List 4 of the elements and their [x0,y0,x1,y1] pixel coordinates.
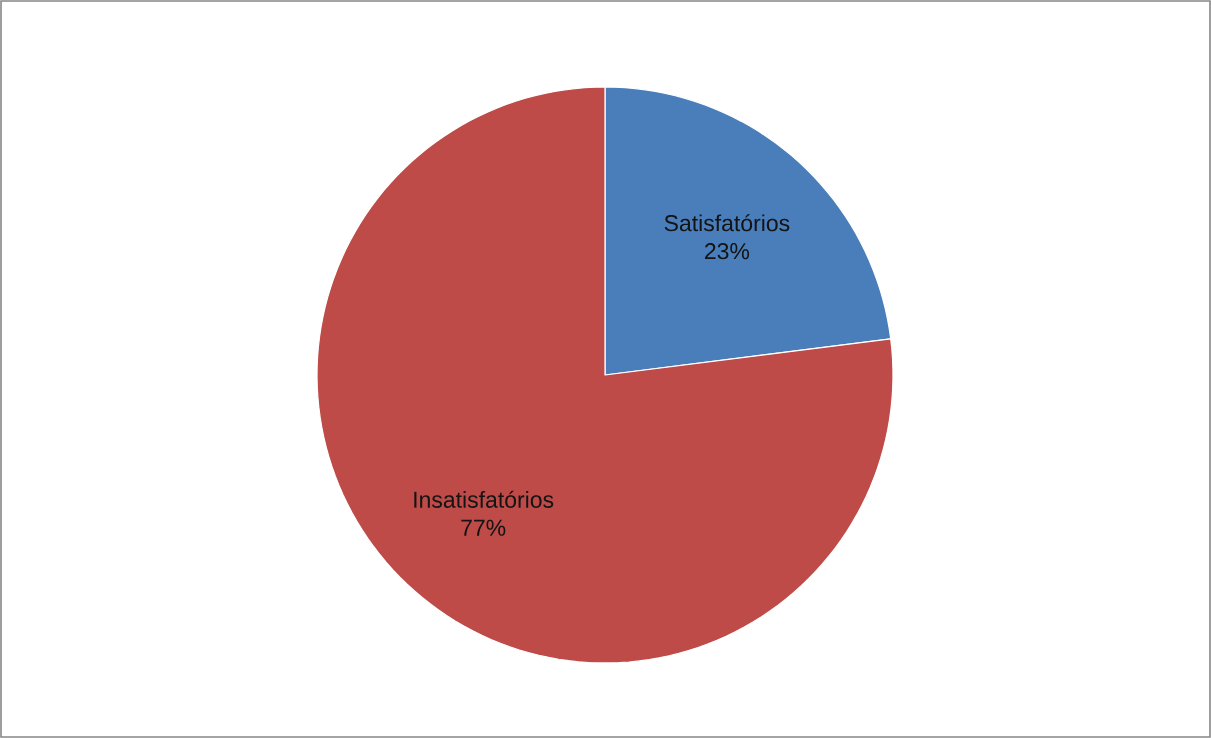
data-label: 77% [461,519,506,536]
data-label: 23% [705,243,750,260]
slice-label: Satisfatórios [664,214,790,232]
slice-label: Insatisfatórios [414,490,554,508]
